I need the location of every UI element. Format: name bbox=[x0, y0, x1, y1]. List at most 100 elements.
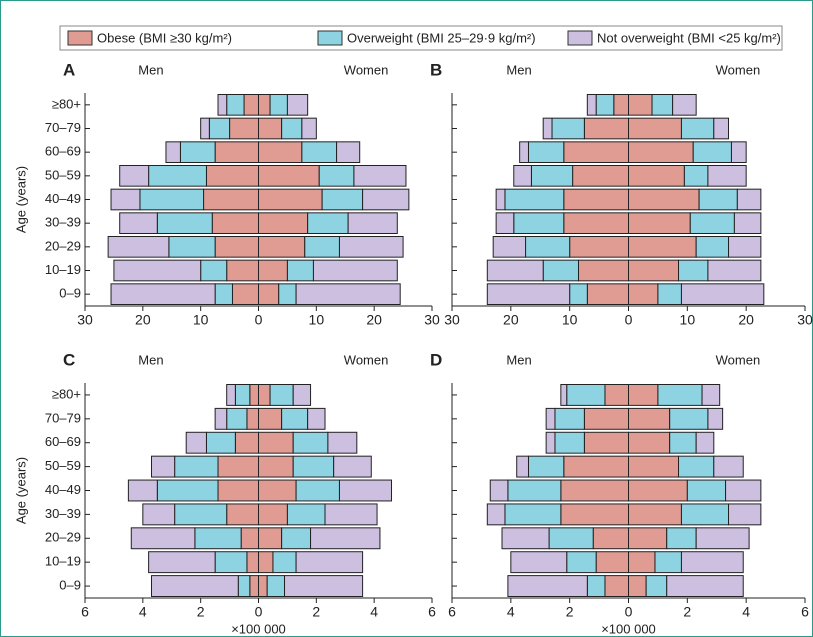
bar-segment bbox=[513, 165, 532, 187]
bar-segment bbox=[513, 212, 565, 234]
bar-segment bbox=[246, 407, 260, 430]
bar-segment bbox=[266, 575, 286, 597]
bar-segment bbox=[272, 551, 297, 574]
bar-segment bbox=[519, 141, 529, 163]
bar-segment bbox=[249, 384, 259, 406]
bar-segment bbox=[707, 165, 747, 187]
bar-segment bbox=[258, 259, 288, 282]
bar-segment bbox=[733, 212, 762, 234]
bar-segment bbox=[226, 94, 245, 116]
bar-segment bbox=[592, 527, 630, 550]
y-tick-label: 60–69 bbox=[45, 144, 81, 159]
bar-segment bbox=[554, 431, 585, 454]
bar-segment bbox=[666, 527, 697, 550]
bar-segment bbox=[243, 94, 260, 116]
bar-segment bbox=[200, 259, 228, 282]
bar-segment bbox=[560, 384, 568, 406]
bar-segment bbox=[203, 188, 259, 211]
bar-segment bbox=[217, 479, 259, 502]
y-tick-label: 0–9 bbox=[59, 286, 81, 301]
bar-segment bbox=[333, 455, 372, 478]
bar-segment bbox=[304, 236, 340, 258]
bar-segment bbox=[678, 455, 715, 478]
side-label: Women bbox=[344, 62, 389, 77]
y-tick-label: 10–19 bbox=[45, 262, 81, 277]
y-tick-label: 20–29 bbox=[45, 530, 81, 545]
x-tick-label: 6 bbox=[428, 604, 436, 620]
bar-segment bbox=[554, 407, 585, 430]
x-axis-label: ×100 000 bbox=[231, 621, 286, 636]
bar-segment bbox=[292, 384, 312, 406]
bar-segment bbox=[657, 384, 703, 406]
bar-segment bbox=[258, 165, 320, 187]
y-tick-label: 60–69 bbox=[45, 434, 81, 449]
bar-segment bbox=[628, 455, 680, 478]
bar-segment bbox=[324, 503, 378, 526]
bar-segment bbox=[307, 212, 349, 234]
bar-segment bbox=[258, 431, 294, 454]
bar-segment bbox=[318, 165, 355, 187]
bar-segment bbox=[281, 527, 312, 550]
bar-segment bbox=[628, 575, 647, 597]
bar-segment bbox=[226, 259, 259, 282]
bar-segment bbox=[586, 283, 629, 306]
bar-segment bbox=[310, 527, 381, 550]
bar-segment bbox=[492, 236, 527, 258]
bar-segment bbox=[151, 455, 176, 478]
bar-segment bbox=[628, 283, 659, 306]
bar-segment bbox=[142, 503, 176, 526]
bar-segment bbox=[563, 141, 629, 163]
bar-segment bbox=[269, 384, 294, 406]
bar-segment bbox=[707, 259, 762, 282]
bar-segment bbox=[510, 551, 568, 574]
legend-swatch bbox=[567, 30, 593, 46]
bar-segment bbox=[527, 141, 565, 163]
legend-label: Overweight (BMI 25–29·9 kg/m²) bbox=[347, 30, 536, 45]
bar-segment bbox=[530, 165, 574, 187]
bar-segment bbox=[179, 141, 216, 163]
x-tick-label: 20 bbox=[738, 312, 754, 328]
x-tick-label: 4 bbox=[370, 604, 378, 620]
bar-segment bbox=[107, 236, 170, 258]
bar-segment bbox=[542, 259, 579, 282]
legend-label: Obese (BMI ≥30 kg/m²) bbox=[97, 30, 232, 45]
bar-segment bbox=[249, 575, 259, 597]
bar-segment bbox=[583, 117, 629, 140]
bar-segment bbox=[730, 141, 747, 163]
x-tick-label: 30 bbox=[444, 312, 460, 328]
side-label: Men bbox=[506, 352, 531, 367]
bar-segment bbox=[628, 551, 656, 574]
side-label: Women bbox=[716, 62, 761, 77]
bar-segment bbox=[628, 117, 682, 140]
legend-swatch bbox=[317, 30, 343, 46]
bar-segment bbox=[486, 283, 571, 306]
bar-segment bbox=[148, 165, 207, 187]
bar-segment bbox=[736, 188, 762, 211]
bar-segment bbox=[113, 259, 202, 282]
x-tick-label: 6 bbox=[801, 604, 809, 620]
bar-segment bbox=[295, 479, 340, 502]
x-tick-label: 2 bbox=[683, 604, 691, 620]
bar-segment bbox=[586, 575, 606, 597]
side-label: Women bbox=[344, 352, 389, 367]
y-tick-label: 50–59 bbox=[45, 458, 81, 473]
bar-segment bbox=[353, 165, 407, 187]
legend-swatch bbox=[67, 30, 93, 46]
bar-segment bbox=[258, 141, 303, 163]
bar-segment bbox=[258, 407, 283, 430]
bar-segment bbox=[165, 141, 181, 163]
bar-segment bbox=[628, 259, 680, 282]
bar-segment bbox=[563, 455, 629, 478]
y-tick-label: ≥80+ bbox=[52, 96, 81, 111]
x-tick-label: 30 bbox=[797, 312, 813, 328]
bar-segment bbox=[240, 527, 259, 550]
bar-segment bbox=[595, 551, 629, 574]
bar-segment bbox=[728, 503, 762, 526]
bar-segment bbox=[258, 188, 323, 211]
bar-segment bbox=[286, 503, 326, 526]
bar-segment bbox=[628, 165, 685, 187]
x-tick-label: 0 bbox=[625, 312, 633, 328]
bar-segment bbox=[657, 283, 682, 306]
bar-segment bbox=[628, 188, 700, 211]
